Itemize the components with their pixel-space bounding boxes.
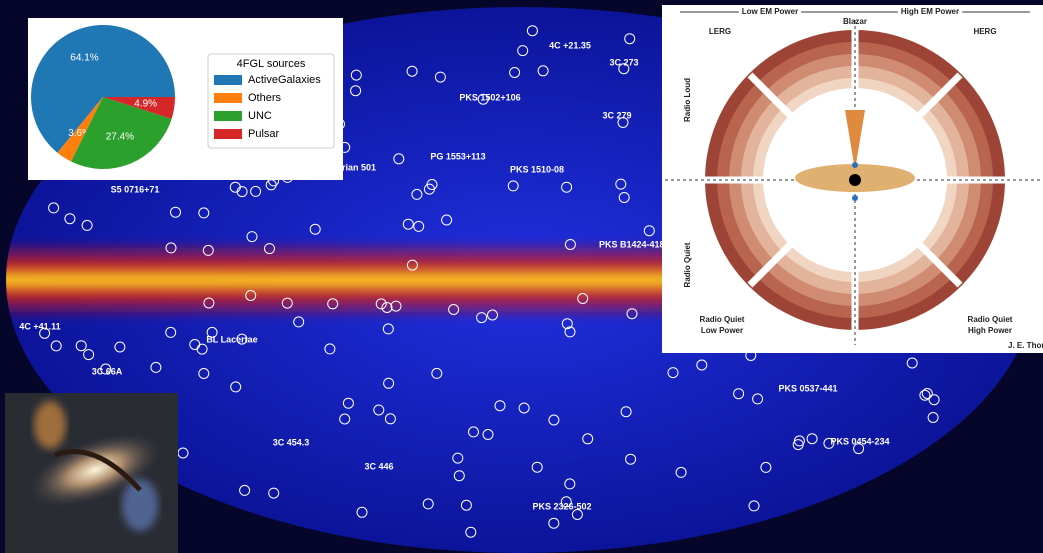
blob [852,195,858,201]
source-label: 4C +21.35 [549,40,591,50]
source-label: 3C 279 [602,110,631,120]
source-label: 3C 66A [92,366,123,376]
legend-label: Pulsar [248,128,280,140]
legend-label: ActiveGalaxies [248,74,321,86]
source-label: PKS 1510-08 [510,164,564,174]
diagram-label: LERG [709,27,731,36]
diagram-label: Radio Quiet [683,242,692,287]
source-label: PKS 2326-502 [532,501,591,511]
composite: 4C +21.35 3C 273 PKS 1502+106 3C 279 PG 1553… [0,0,1043,553]
source-label: BL Lacertae [206,334,257,344]
source-label: PKS B1424-418 [599,239,665,249]
source-label: 3C 273 [609,57,638,67]
diagram-label: Low Power [701,326,743,335]
legend-swatch [214,75,242,85]
diagram-label: J. E. Thorne [1008,341,1043,350]
legend-swatch [214,129,242,139]
source-label: PG 1553+113 [430,151,485,161]
galaxy-photo [5,393,178,553]
legend-label: Others [248,92,282,104]
legend-swatch [214,111,242,121]
diagram-label: Low EM Power [742,7,798,16]
source-label: PKS 0537-441 [778,383,837,393]
source-label: PKS 1502+106 [459,92,520,102]
agn-diagram: Low EM Power High EM Power LERG HERG Blazar R… [662,5,1043,353]
slice-label: 27.4% [106,131,134,142]
slice-label: 4.9% [134,98,157,109]
lobe [34,401,66,449]
diagram-label: Radio Loud [683,78,692,122]
diagram-label: HERG [973,27,996,36]
source-label: 4C +41.11 [19,321,60,331]
diagram-label: High Power [968,326,1012,335]
legend-title: 4FGL sources [237,58,306,70]
source-label: 3C 454.3 [273,437,310,447]
diagram-label: Radio Quiet [700,315,745,324]
source-label: 3C 446 [364,461,393,471]
legend-swatch [214,93,242,103]
source-label: S5 0716+71 [111,184,160,194]
legend-label: UNC [248,110,272,122]
slice-label: 64.1% [70,53,98,64]
diagram-label: Radio Quiet [968,315,1013,324]
diagram-label: High EM Power [901,7,959,16]
diagram-label: Blazar [843,17,867,26]
blob [852,162,858,168]
source-label: PKS 0454-234 [830,436,889,446]
black-hole [849,174,861,186]
pie-panel: 4FGL sources 64.1%3.6%27.4%4.9%ActiveGal… [28,18,343,180]
